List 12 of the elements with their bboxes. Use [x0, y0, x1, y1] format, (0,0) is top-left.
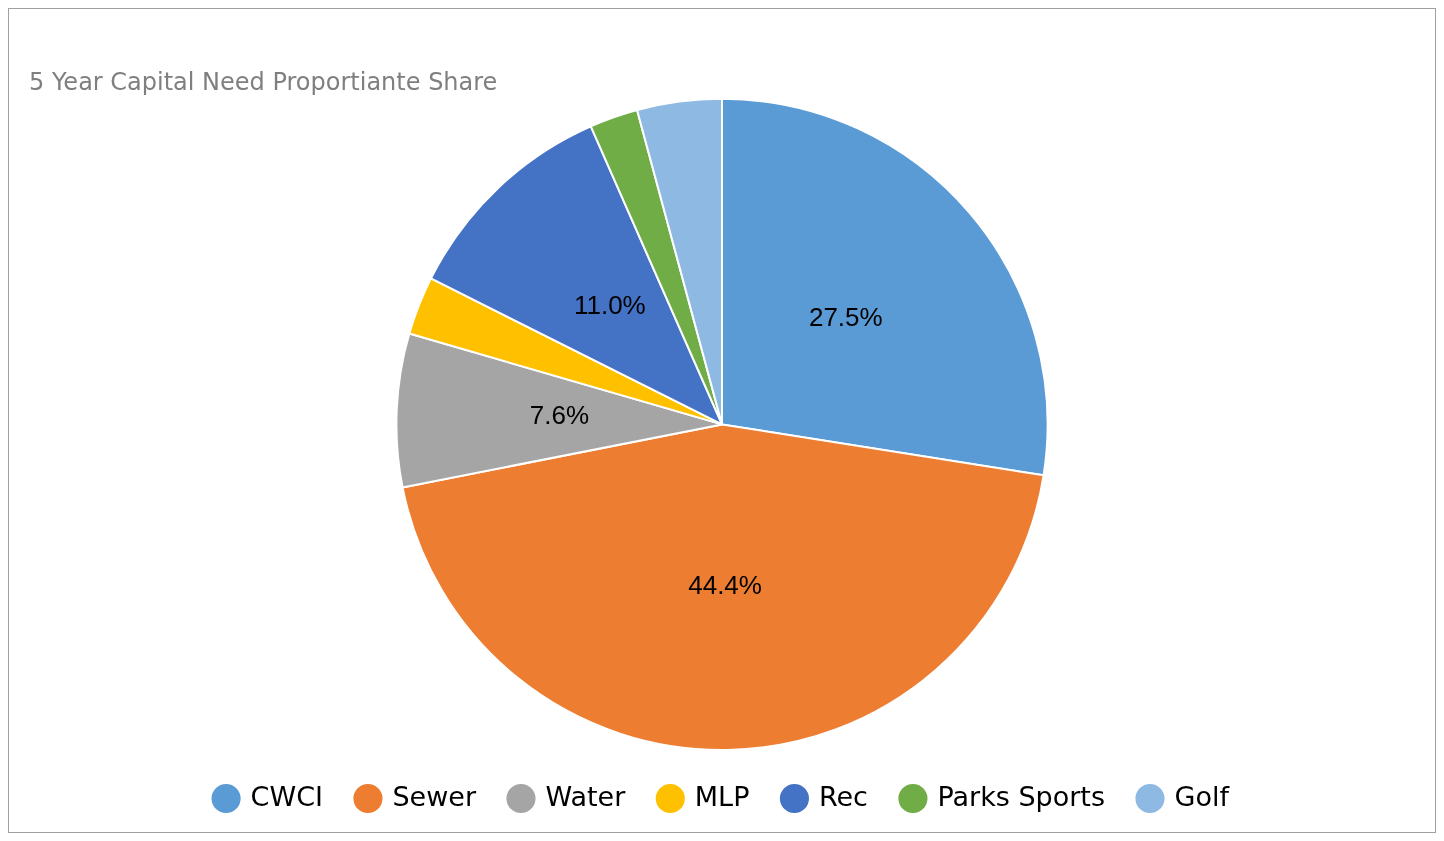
legend-label: Sewer	[392, 780, 477, 812]
legend-label: Parks Sports	[937, 780, 1105, 812]
data-label: 7.6%	[529, 400, 589, 431]
legend-label: Water	[545, 780, 627, 812]
legend-label: MLP	[694, 780, 750, 812]
legend-label: Golf	[1174, 780, 1231, 812]
legend-label: Rec	[818, 780, 868, 812]
legend-label: CWCI	[250, 780, 323, 812]
data-label: 27.5%	[808, 301, 883, 332]
data-label: 11.0%	[573, 289, 646, 320]
data-label: 44.4%	[688, 570, 762, 601]
chart-title: 5 Year Capital Need Proportiante Share	[29, 67, 498, 96]
